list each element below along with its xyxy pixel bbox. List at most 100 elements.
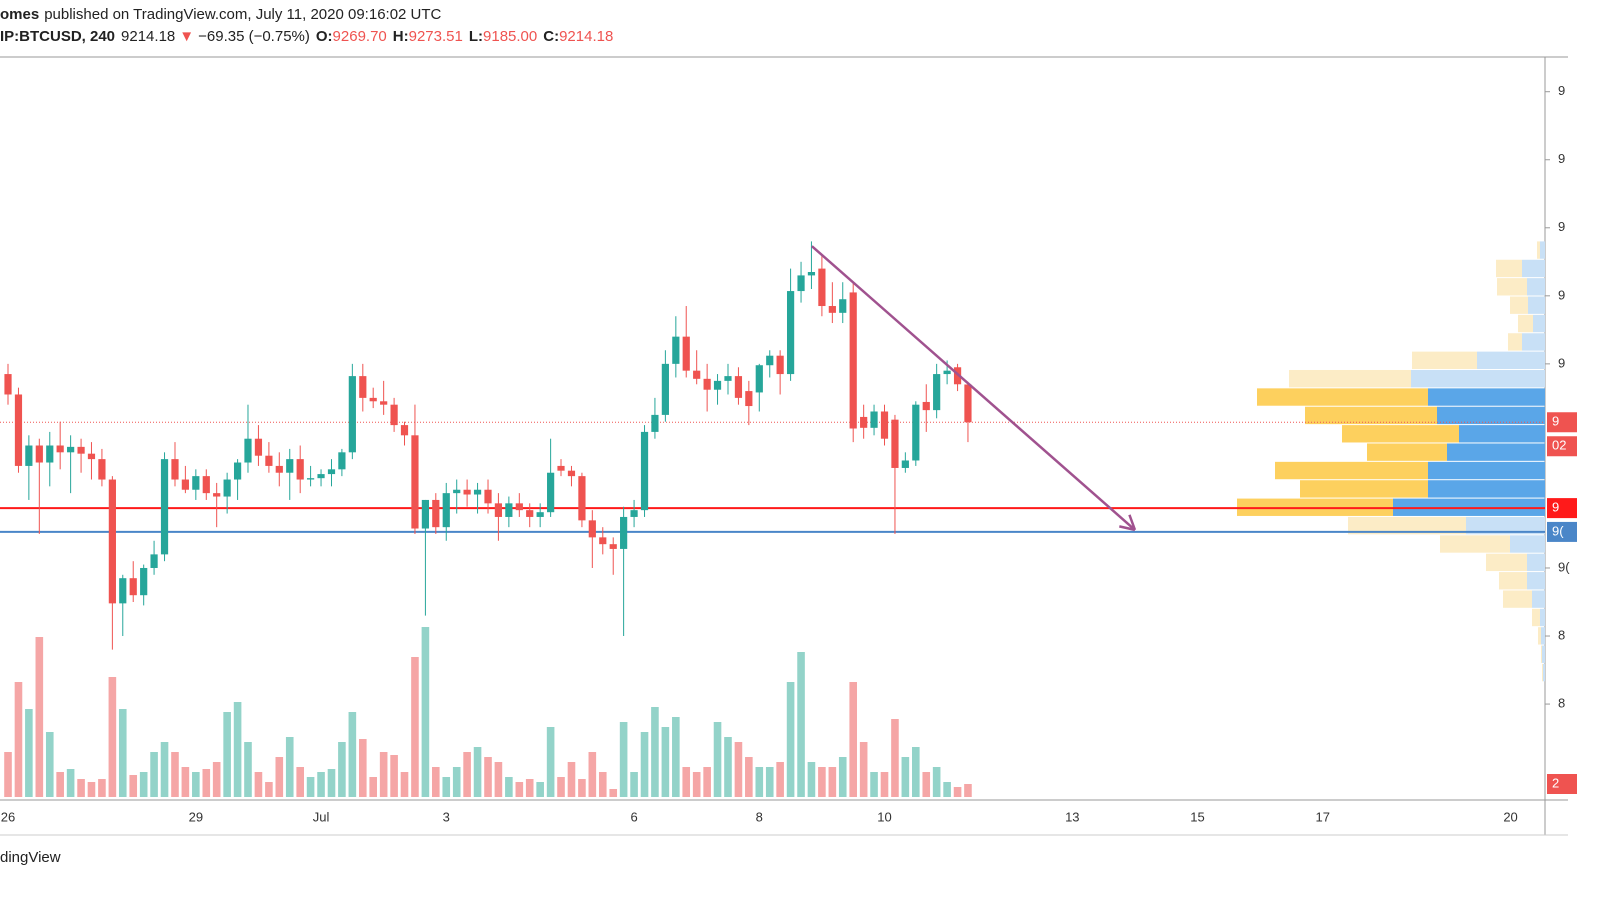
profile-up (1437, 406, 1545, 425)
candle-body (25, 445, 33, 466)
volume-bar (87, 782, 96, 797)
x-tick-label: 8 (756, 809, 763, 824)
volume-bar (703, 767, 711, 797)
candle-body (46, 445, 54, 463)
candle-body (849, 292, 857, 429)
last: 9214.18 (121, 28, 175, 45)
candle-body (943, 370, 951, 375)
volume-bar (661, 727, 670, 797)
volume-bar (765, 767, 774, 797)
volume-bar (797, 652, 805, 797)
candle-body (651, 414, 659, 432)
profile-down (1367, 443, 1447, 461)
volume-bar (306, 777, 315, 797)
volume-bar (682, 767, 691, 797)
arrow-head (1119, 525, 1136, 532)
volume-bar (432, 767, 440, 797)
volume-bar (755, 767, 764, 797)
volume-bar (223, 712, 231, 797)
candle-body (891, 419, 899, 468)
volume-bar (609, 789, 618, 797)
candle-body (369, 397, 377, 402)
volume-bar (807, 762, 816, 797)
volume-bar (202, 769, 211, 797)
candle-body (745, 391, 753, 407)
trendline (811, 245, 1136, 531)
candle-body (964, 384, 972, 423)
volume-bar (400, 772, 409, 797)
ohlc-value: 9269.70 (333, 28, 387, 45)
volume-bar (943, 782, 951, 797)
y-tick-label: 9 (1558, 83, 1565, 98)
profile-up (1477, 351, 1545, 369)
candle-body (254, 438, 263, 456)
candle-body (630, 510, 638, 517)
volume-bar (421, 627, 430, 797)
volume-bar (922, 772, 931, 797)
candle-body (880, 411, 889, 439)
profile-down (1503, 590, 1532, 608)
volume-bar (713, 722, 722, 797)
x-tick-label: 13 (1065, 809, 1079, 824)
candle-body (348, 376, 356, 453)
candle-body (901, 460, 909, 468)
candle-body (411, 435, 419, 529)
volume-bar (640, 732, 649, 797)
volume-bar (244, 742, 252, 797)
candle-body (265, 455, 273, 466)
candle-body (77, 446, 85, 454)
candle-body (567, 470, 576, 477)
candle-body (4, 374, 12, 395)
profile-up (1541, 627, 1545, 645)
candle-body (609, 544, 617, 549)
profile-up (1532, 590, 1545, 608)
candle-body (703, 378, 711, 390)
profile-up (1527, 553, 1545, 572)
candle-body (640, 431, 649, 511)
symbol: IP:BTCUSD, 240 (0, 28, 115, 45)
candle-body (390, 404, 398, 426)
volume-bar (494, 762, 503, 797)
volume-bar (859, 742, 868, 797)
candle-body (150, 554, 158, 568)
candle-body (181, 479, 189, 490)
profile-up (1411, 369, 1545, 388)
x-tick-label: 15 (1190, 809, 1204, 824)
ohlc-key: H: (393, 28, 409, 45)
volume-bar (912, 747, 920, 797)
candle-body (661, 363, 669, 415)
candle-body (317, 474, 325, 479)
volume-bar (536, 782, 544, 797)
volume-bar (327, 769, 336, 797)
candle-body (724, 376, 732, 381)
profile-up (1428, 388, 1545, 406)
volume-bar (181, 767, 190, 797)
profile-up (1527, 278, 1545, 296)
volume-bar (828, 767, 837, 797)
volume-bar (369, 777, 377, 797)
volume-bar (505, 777, 513, 797)
volume-bar (473, 747, 482, 797)
volume-bar (953, 787, 962, 797)
candle-body (380, 401, 388, 405)
candle-body (713, 380, 722, 390)
candle-body (776, 355, 784, 375)
author: omes (0, 6, 39, 23)
volume-bar (546, 727, 555, 797)
candle-body (933, 374, 941, 411)
volume-bar (838, 757, 847, 797)
candle-body (171, 459, 179, 480)
header-line: omes published on TradingView.com, July 1… (0, 6, 442, 23)
volume-bar (932, 767, 941, 797)
profile-down (1440, 535, 1510, 553)
candle-body (505, 503, 513, 517)
profile-down (1348, 516, 1466, 535)
candle-body (786, 291, 795, 375)
profile-down (1541, 645, 1542, 663)
candle-body (233, 462, 242, 480)
volume-bar (233, 702, 242, 797)
volume-bar (118, 709, 127, 797)
candle-body (547, 472, 555, 513)
